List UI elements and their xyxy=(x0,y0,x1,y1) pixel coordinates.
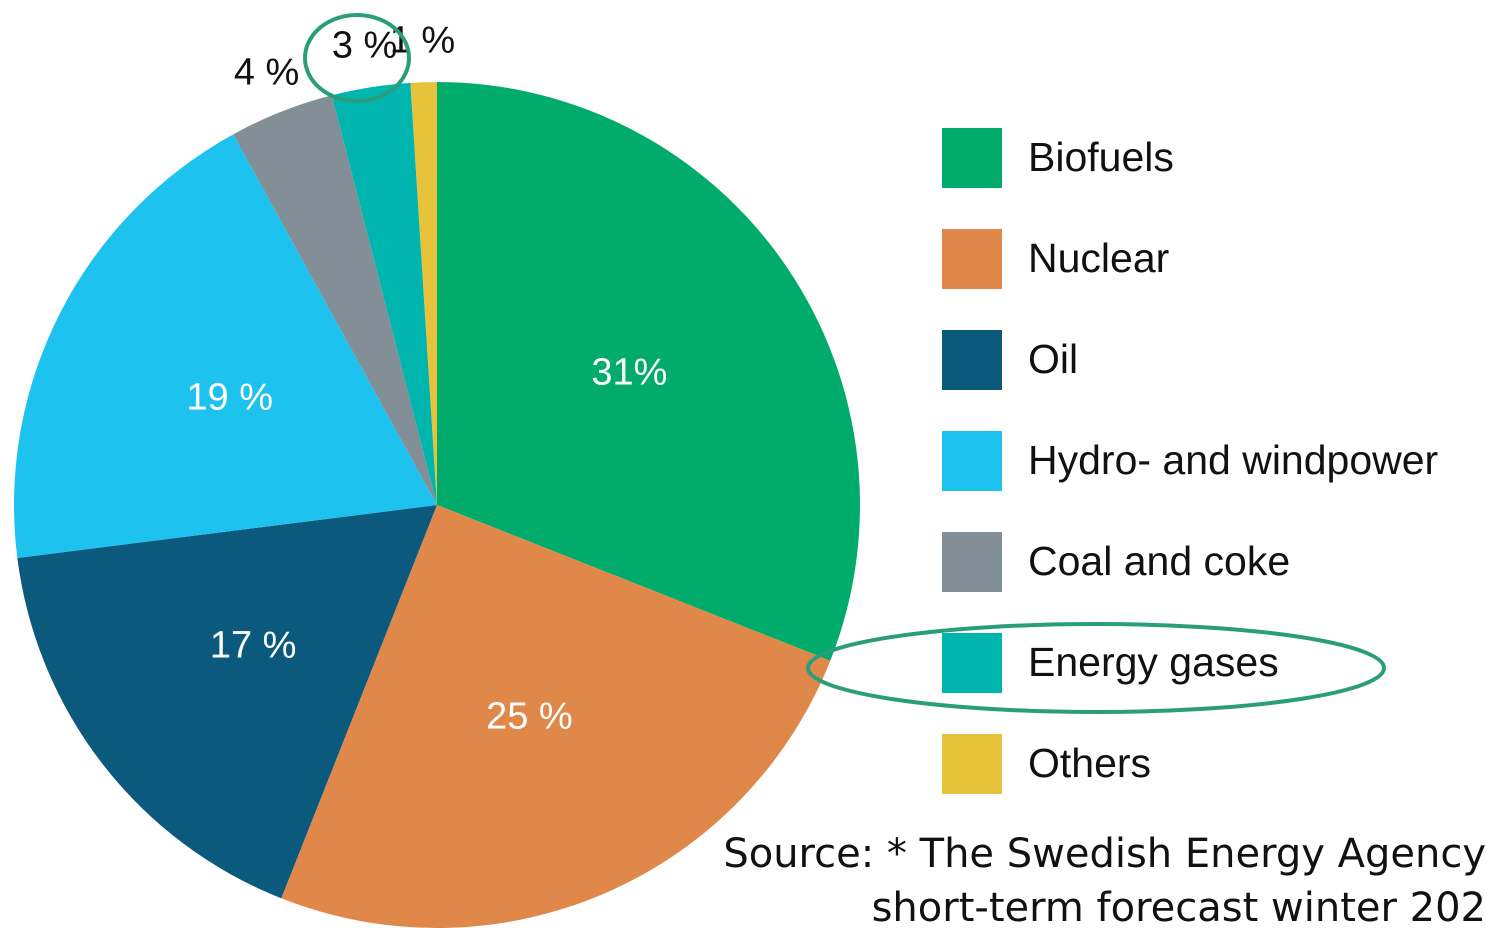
legend-swatch xyxy=(942,633,1002,693)
data-label: 3 % xyxy=(332,25,397,67)
data-label: 17 % xyxy=(210,625,297,667)
legend: Biofuels Nuclear Oil Hydro- and windpower Co… xyxy=(942,128,1438,794)
legend-label: Others xyxy=(1028,740,1151,786)
legend-swatch xyxy=(942,128,1002,188)
data-label: 19 % xyxy=(186,376,273,418)
legend-swatch xyxy=(942,330,1002,390)
pie-slice xyxy=(13,134,437,559)
legend-swatch xyxy=(942,734,1002,794)
highlight-ellipse xyxy=(806,622,1386,714)
data-label: 25 % xyxy=(486,696,573,738)
data-label: 4 % xyxy=(234,52,299,94)
legend-label: Energy gases xyxy=(1028,639,1279,685)
data-label: 31% xyxy=(591,351,667,393)
legend-label: Oil xyxy=(1028,336,1078,382)
pie xyxy=(13,82,861,928)
legend-label: Biofuels xyxy=(1028,134,1174,180)
source-line: Source: * The Swedish Energy Agency xyxy=(723,831,1486,877)
source-line: short-term forecast winter 202 xyxy=(872,885,1486,928)
pie-slice xyxy=(410,82,437,505)
data-label: 1 % xyxy=(390,19,455,61)
pie-slice xyxy=(233,95,437,506)
legend-label: Nuclear xyxy=(1028,235,1169,281)
pie-slice xyxy=(281,505,831,928)
legend-swatch xyxy=(942,431,1002,491)
pie-slice xyxy=(17,505,438,899)
legend-swatch xyxy=(942,229,1002,289)
legend-label: Hydro- and windpower xyxy=(1028,437,1438,483)
legend-label: Coal and coke xyxy=(1028,538,1290,584)
highlight-circle xyxy=(303,13,411,103)
pie-slice xyxy=(331,82,437,506)
legend-swatch xyxy=(942,532,1002,592)
pie-slice xyxy=(437,82,861,661)
pie-labels: 31% 25 % 17 % 19 % 4 % 3 %1 % xyxy=(186,19,667,737)
